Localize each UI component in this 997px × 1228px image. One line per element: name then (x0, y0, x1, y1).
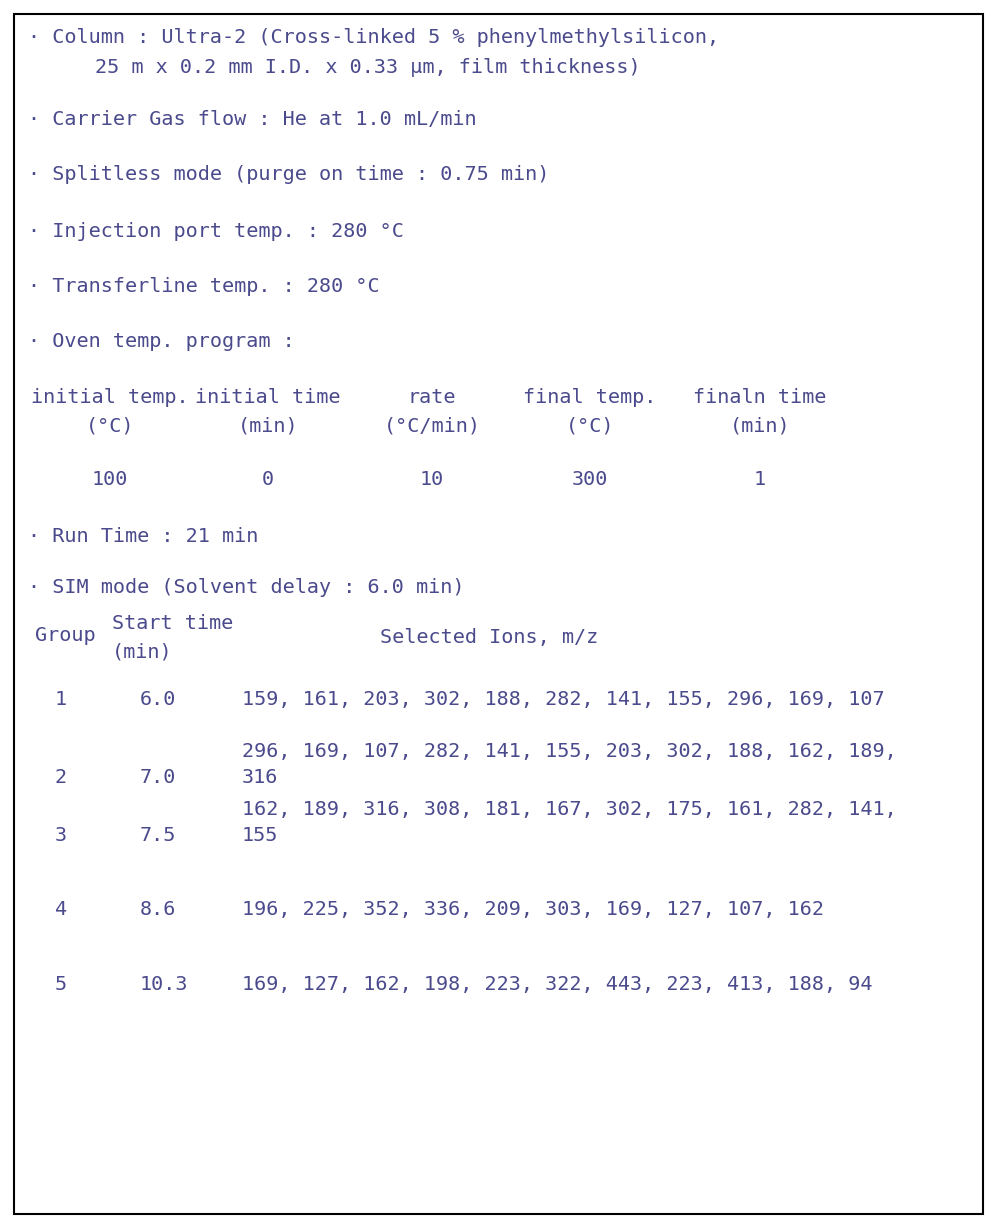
Text: (min): (min) (730, 416, 791, 435)
Text: 5: 5 (55, 975, 67, 993)
Text: (°C): (°C) (86, 416, 135, 435)
Text: 159, 161, 203, 302, 188, 282, 141, 155, 296, 169, 107: 159, 161, 203, 302, 188, 282, 141, 155, … (242, 690, 884, 709)
Text: 10.3: 10.3 (140, 975, 188, 993)
Text: Start time: Start time (112, 614, 233, 632)
Text: · SIM mode (Solvent delay : 6.0 min): · SIM mode (Solvent delay : 6.0 min) (28, 578, 465, 597)
Text: 4: 4 (55, 900, 67, 919)
Text: 10: 10 (420, 470, 444, 489)
Text: 196, 225, 352, 336, 209, 303, 169, 127, 107, 162: 196, 225, 352, 336, 209, 303, 169, 127, … (242, 900, 824, 919)
Text: 7.0: 7.0 (140, 768, 176, 787)
Text: 300: 300 (572, 470, 608, 489)
Text: Selected Ions, m/z: Selected Ions, m/z (380, 628, 598, 647)
Text: · Transferline temp. : 280 °C: · Transferline temp. : 280 °C (28, 278, 380, 296)
Text: 316: 316 (242, 768, 278, 787)
Text: 8.6: 8.6 (140, 900, 176, 919)
Text: · Injection port temp. : 280 °C: · Injection port temp. : 280 °C (28, 222, 404, 241)
Text: 296, 169, 107, 282, 141, 155, 203, 302, 188, 162, 189,: 296, 169, 107, 282, 141, 155, 203, 302, … (242, 742, 896, 761)
Text: 1: 1 (55, 690, 67, 709)
Text: · Carrier Gas flow : He at 1.0 mL/min: · Carrier Gas flow : He at 1.0 mL/min (28, 111, 477, 129)
Text: (°C/min): (°C/min) (384, 416, 481, 435)
Text: 7.5: 7.5 (140, 826, 176, 845)
Text: initial time: initial time (195, 388, 341, 406)
Text: 3: 3 (55, 826, 67, 845)
Text: 6.0: 6.0 (140, 690, 176, 709)
Text: final temp.: final temp. (523, 388, 657, 406)
Text: · Column : Ultra-2 (Cross-linked 5 % phenylmethylsilicon,: · Column : Ultra-2 (Cross-linked 5 % phe… (28, 28, 719, 47)
Text: · Splitless mode (purge on time : 0.75 min): · Splitless mode (purge on time : 0.75 m… (28, 165, 549, 184)
Text: 0: 0 (262, 470, 274, 489)
Text: · Run Time : 21 min: · Run Time : 21 min (28, 527, 258, 546)
Text: (min): (min) (112, 642, 172, 661)
Text: (min): (min) (237, 416, 298, 435)
Text: 100: 100 (92, 470, 129, 489)
Text: finaln time: finaln time (693, 388, 827, 406)
Text: initial temp.: initial temp. (31, 388, 188, 406)
Text: 2: 2 (55, 768, 67, 787)
Text: · Oven temp. program :: · Oven temp. program : (28, 332, 295, 351)
Text: rate: rate (408, 388, 457, 406)
Text: 1: 1 (754, 470, 766, 489)
Text: (°C): (°C) (565, 416, 614, 435)
Text: 169, 127, 162, 198, 223, 322, 443, 223, 413, 188, 94: 169, 127, 162, 198, 223, 322, 443, 223, … (242, 975, 872, 993)
Text: Group: Group (35, 626, 96, 645)
Text: 155: 155 (242, 826, 278, 845)
Text: 25 m x 0.2 mm I.D. x 0.33 μm, film thickness): 25 m x 0.2 mm I.D. x 0.33 μm, film thick… (95, 58, 641, 77)
Text: 162, 189, 316, 308, 181, 167, 302, 175, 161, 282, 141,: 162, 189, 316, 308, 181, 167, 302, 175, … (242, 799, 896, 819)
